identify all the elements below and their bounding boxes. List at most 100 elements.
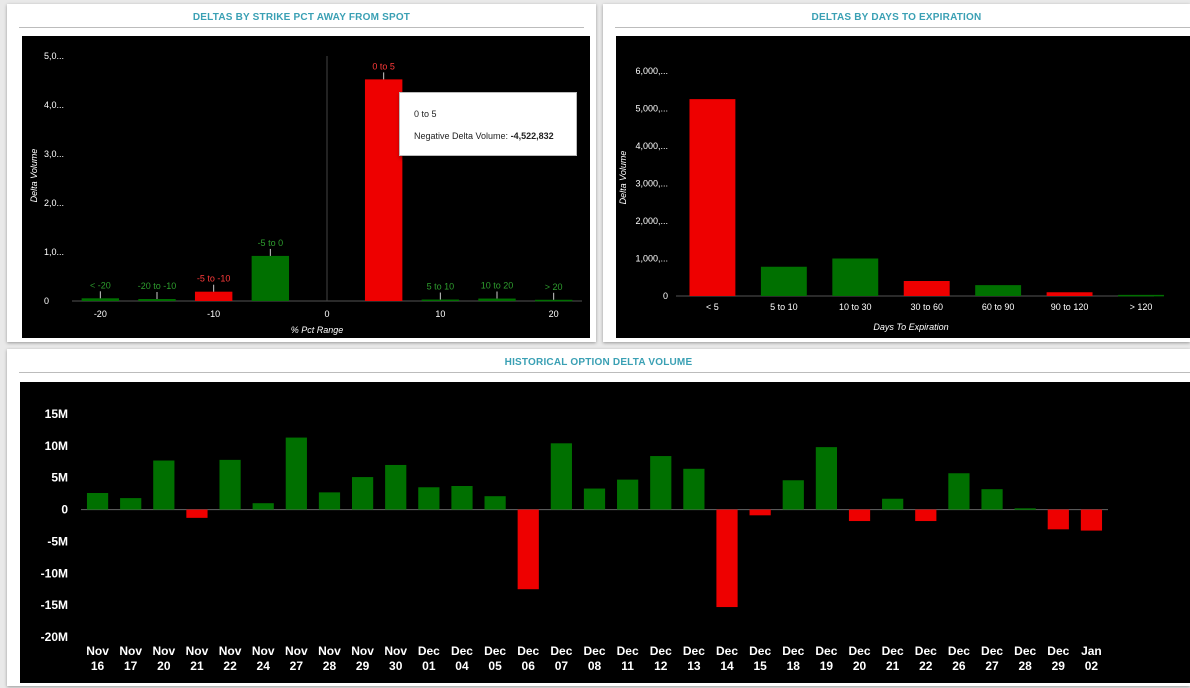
hist-bar-4 bbox=[219, 459, 241, 510]
hist-bar-18 bbox=[683, 468, 705, 510]
hist-x-tick-month-21: Dec bbox=[782, 644, 804, 658]
strike-title-divider bbox=[19, 27, 584, 28]
hist-x-tick-day-6: 27 bbox=[290, 659, 304, 673]
hist-bar-2 bbox=[153, 460, 175, 510]
hist-y-tick-2: 5M bbox=[51, 471, 68, 485]
hist-x-tick-month-28: Dec bbox=[1014, 644, 1036, 658]
hist-x-tick-month-13: Dec bbox=[517, 644, 539, 658]
exp-x-axis-label: Days To Expiration bbox=[873, 322, 948, 332]
hist-x-tick-day-12: 05 bbox=[488, 659, 502, 673]
hist-x-tick-month-24: Dec bbox=[882, 644, 904, 658]
hist-bar-17 bbox=[650, 456, 672, 510]
strike-bar-7 bbox=[534, 299, 573, 302]
hist-bar-10 bbox=[418, 487, 440, 510]
hist-x-tick-day-11: 04 bbox=[455, 659, 469, 673]
hist-bar-5 bbox=[252, 503, 274, 510]
hist-x-tick-month-17: Dec bbox=[650, 644, 672, 658]
expiration-chart: 0 1,000,... 2,000,... 3,000,... 4,000,... 5,0… bbox=[618, 66, 1164, 332]
hist-x-tick-day-18: 13 bbox=[687, 659, 701, 673]
strike-x-axis-label: % Pct Range bbox=[291, 325, 344, 335]
history-panel: HISTORICAL OPTION DELTA VOLUME 15M 10M 5M 0… bbox=[7, 349, 1190, 686]
hist-bar-11 bbox=[451, 485, 473, 510]
strike-data-label-6: 10 to 20 bbox=[481, 281, 514, 291]
strike-x-tick-2: 0 bbox=[324, 309, 329, 319]
hist-bar-1 bbox=[120, 498, 142, 510]
hist-x-tick-day-24: 21 bbox=[886, 659, 900, 673]
strike-data-label-7: > 20 bbox=[545, 282, 563, 292]
exp-y-tick-5: 5,000,... bbox=[635, 104, 668, 114]
exp-y-tick-1: 1,000,... bbox=[635, 254, 668, 264]
exp-bar-6 bbox=[1118, 294, 1164, 297]
strike-x-tick-0: -20 bbox=[94, 309, 107, 319]
hist-x-tick-month-15: Dec bbox=[583, 644, 605, 658]
hist-bar-24 bbox=[882, 498, 904, 510]
strike-y-tick-0: 0 bbox=[44, 296, 49, 306]
hist-y-tick-1: 10M bbox=[45, 439, 68, 453]
hist-x-tick-day-30: 02 bbox=[1085, 659, 1099, 673]
hist-x-tick-day-17: 12 bbox=[654, 659, 668, 673]
hist-bar-0 bbox=[86, 493, 109, 510]
hist-bar-8 bbox=[351, 477, 374, 510]
strike-bar-1 bbox=[138, 299, 176, 301]
hist-x-tick-day-20: 15 bbox=[753, 659, 767, 673]
exp-y-tick-6: 6,000,... bbox=[635, 66, 668, 76]
hist-x-tick-day-14: 07 bbox=[555, 659, 569, 673]
hist-x-tick-month-30: Jan bbox=[1081, 644, 1102, 658]
hist-x-tick-month-2: Nov bbox=[152, 644, 175, 658]
strike-data-label-5: 5 to 10 bbox=[427, 282, 455, 292]
hist-x-tick-month-27: Dec bbox=[981, 644, 1003, 658]
exp-x-tick-3: 30 to 60 bbox=[910, 302, 943, 312]
exp-y-tick-0: 0 bbox=[663, 291, 668, 301]
hist-bar-19 bbox=[716, 509, 738, 608]
strike-chart: 0 1,0... 2,0... 3,0... 4,0... 5,0... Delta Vol… bbox=[29, 51, 582, 335]
history-chart-area: 15M 10M 5M 0 -5M -10M -15M -20M Nov 16 Nov 17 Nov 20 N… bbox=[20, 382, 1190, 683]
hist-x-tick-day-3: 21 bbox=[190, 659, 204, 673]
exp-y-tick-4: 4,000,... bbox=[635, 141, 668, 151]
hist-x-tick-day-21: 18 bbox=[787, 659, 801, 673]
hist-x-tick-month-16: Dec bbox=[617, 644, 639, 658]
hist-bar-15 bbox=[583, 488, 606, 510]
hist-x-tick-month-23: Dec bbox=[849, 644, 871, 658]
hist-bar-25 bbox=[915, 509, 937, 522]
strike-y-tick-5: 5,0... bbox=[44, 51, 64, 61]
tooltip-value: -4,522,832 bbox=[510, 131, 554, 141]
strike-chart-area: 0 1,0... 2,0... 3,0... 4,0... 5,0... Delta Vol… bbox=[22, 36, 590, 338]
hist-x-tick-day-0: 16 bbox=[91, 659, 105, 673]
strike-bar-0 bbox=[81, 298, 120, 301]
hist-x-tick-month-8: Nov bbox=[351, 644, 374, 658]
hist-bar-12 bbox=[484, 496, 506, 510]
strike-bar-3 bbox=[251, 255, 290, 301]
hist-bar-16 bbox=[617, 479, 639, 510]
strike-bar-4 bbox=[364, 79, 403, 302]
hist-x-tick-day-22: 19 bbox=[820, 659, 834, 673]
hist-x-tick-month-29: Dec bbox=[1047, 644, 1069, 658]
hist-x-tick-day-26: 26 bbox=[952, 659, 966, 673]
expiration-title-divider bbox=[615, 27, 1190, 28]
hist-bar-13 bbox=[517, 509, 539, 590]
hist-bar-27 bbox=[981, 489, 1003, 510]
strike-y-tick-3: 3,0... bbox=[44, 149, 64, 159]
history-panel-title: HISTORICAL OPTION DELTA VOLUME bbox=[504, 357, 693, 368]
hist-bar-14 bbox=[550, 443, 572, 510]
strike-panel-title: DELTAS BY STRIKE PCT AWAY FROM SPOT bbox=[192, 12, 411, 23]
hist-x-tick-day-16: 11 bbox=[621, 659, 634, 673]
hist-y-tick-5: -10M bbox=[41, 566, 68, 580]
hist-x-tick-month-5: Nov bbox=[252, 644, 275, 658]
exp-y-tick-2: 2,000,... bbox=[635, 216, 668, 226]
expiration-panel: DELTAS BY DAYS TO EXPIRATION 0 1,000,... 2… bbox=[603, 4, 1190, 342]
exp-bar-4 bbox=[975, 285, 1022, 296]
hist-x-tick-month-10: Dec bbox=[418, 644, 440, 658]
hist-bar-29 bbox=[1047, 509, 1069, 530]
hist-x-tick-day-1: 17 bbox=[124, 659, 138, 673]
hist-x-tick-day-25: 22 bbox=[919, 659, 933, 673]
strike-bar-2 bbox=[194, 291, 233, 301]
hist-y-tick-4: -5M bbox=[47, 534, 68, 548]
strike-y-tick-4: 4,0... bbox=[44, 100, 64, 110]
tooltip-title: 0 to 5 bbox=[414, 109, 437, 119]
expiration-chart-area: 0 1,000,... 2,000,... 3,000,... 4,000,... 5,0… bbox=[616, 36, 1190, 338]
hist-bar-28 bbox=[1014, 508, 1036, 510]
hist-y-tick-0: 15M bbox=[45, 407, 68, 421]
hist-x-tick-month-11: Dec bbox=[451, 644, 473, 658]
strike-data-label-2: -5 to -10 bbox=[197, 274, 231, 284]
hist-x-tick-day-29: 29 bbox=[1052, 659, 1066, 673]
